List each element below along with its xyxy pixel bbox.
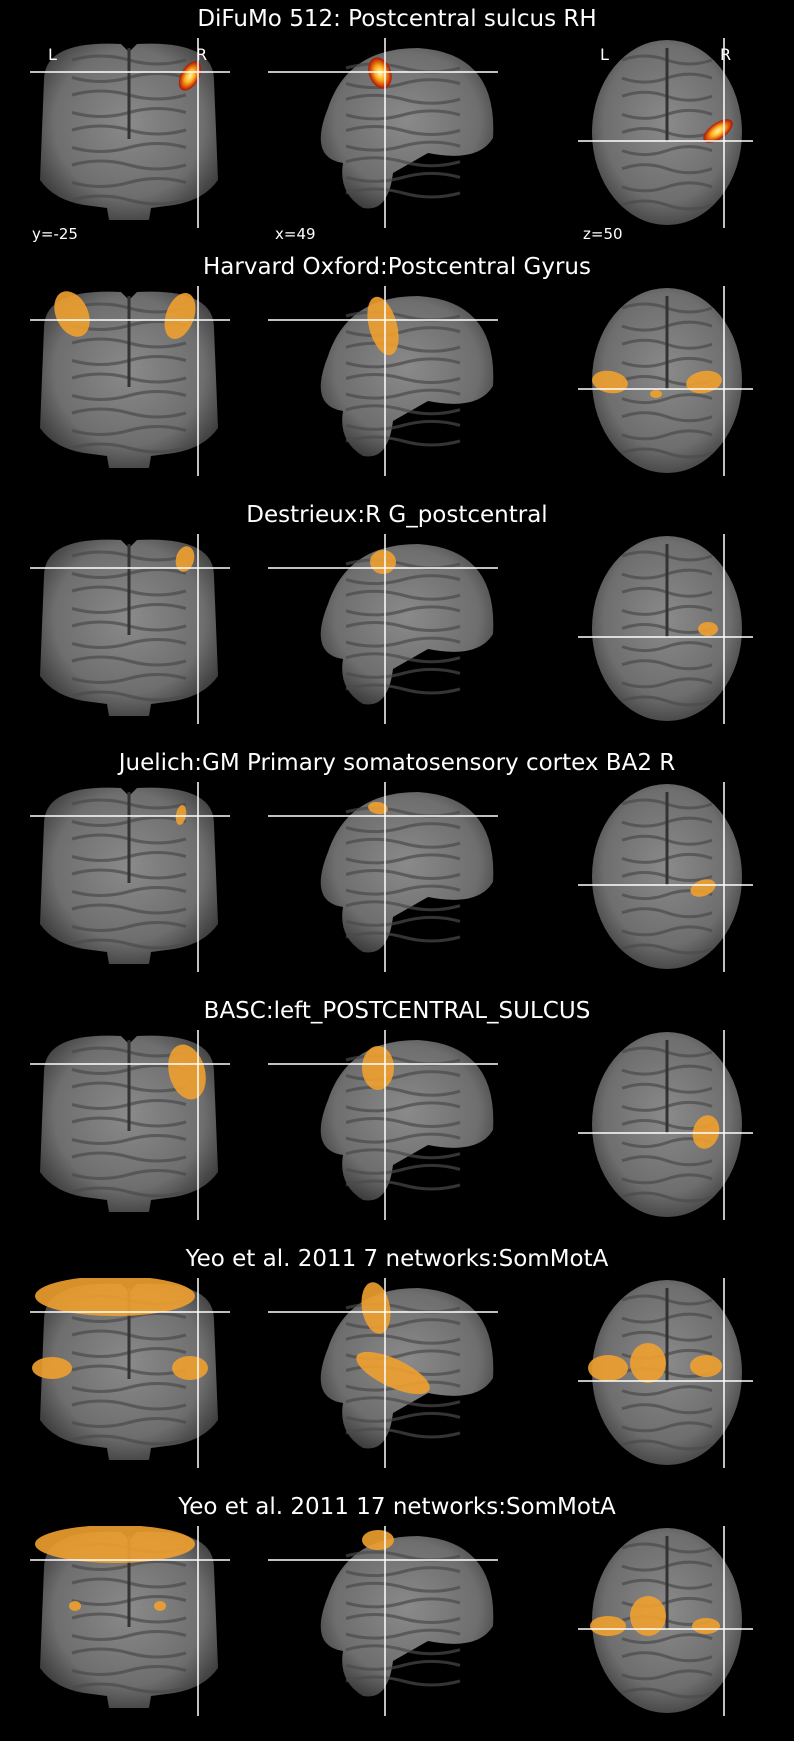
coronal-view [30,1278,230,1468]
axial-view [578,38,753,228]
atlas-row: Juelich:GM Primary somatosensory cortex … [0,744,794,992]
axial-coordinate: z=50 [583,225,623,243]
atlas-row: Destrieux:R G_postcentral [0,496,794,744]
atlas-region-overlay [164,292,196,340]
axial-view [578,1030,753,1220]
sagittal-view [268,1030,498,1220]
atlas-region-overlay [356,1351,430,1395]
atlas-region-overlay [54,291,90,337]
sagittal-view [268,1526,498,1716]
orientation-right-label: R [196,45,208,64]
row-title: BASC:left_POSTCENTRAL_SULCUS [203,998,591,1024]
coronal-view [30,1526,230,1716]
atlas-region-overlay [154,1601,166,1611]
coronal-coordinate: y=-25 [32,225,78,243]
atlas-row: DiFuMo 512: Postcentral sulcus RH y=-25 x=… [0,0,794,248]
sagittal-view [268,38,498,228]
atlas-region-overlay [69,1601,81,1611]
atlas-region-overlay [690,1355,722,1377]
coronal-view [30,38,230,228]
sagittal-view [268,1278,498,1468]
axial-view [578,534,753,724]
activation-blob [703,119,733,143]
orientation-right-label: R [720,45,732,64]
axial-view [578,782,753,972]
sagittal-view [268,534,498,724]
atlas-row: Yeo et al. 2011 17 networks:SomMotA [0,1488,794,1736]
atlas-row: BASC:left_POSTCENTRAL_SULCUS [0,992,794,1240]
row-title: Harvard Oxford:Postcentral Gyrus [202,254,591,280]
atlas-region-overlay [361,1282,391,1334]
atlas-region-overlay [690,879,716,897]
atlas-region-overlay [35,1278,195,1316]
orientation-left-label: L [600,45,609,64]
atlas-region-overlay [698,622,718,636]
atlas-region-overlay [592,370,628,394]
atlas-row: Yeo et al. 2011 7 networks:SomMotA [0,1240,794,1488]
activation-blob [368,57,392,89]
atlas-region-overlay [370,550,396,574]
atlas-region-overlay [650,390,662,398]
atlas-region-overlay [692,1115,720,1149]
row-title: Yeo et al. 2011 17 networks:SomMotA [178,1494,616,1520]
atlas-region-overlay [362,1046,394,1090]
coronal-view [30,1030,230,1220]
row-title: Yeo et al. 2011 7 networks:SomMotA [185,1246,609,1272]
atlas-region-overlay [686,370,722,394]
atlas-region-overlay [168,1044,206,1100]
atlas-region-overlay [630,1596,666,1636]
atlas-region-overlay [175,805,187,825]
atlas-region-overlay [630,1343,666,1383]
atlas-region-overlay [172,1356,208,1380]
atlas-region-overlay [175,546,195,572]
sagittal-coordinate: x=49 [275,225,316,243]
coronal-view [30,534,230,724]
atlas-row: Harvard Oxford:Postcentral Gyrus [0,248,794,496]
atlas-region-overlay [368,801,388,815]
atlas-region-overlay [590,1616,626,1636]
atlas-region-overlay [35,1526,195,1563]
coronal-view [30,782,230,972]
axial-view [578,1278,753,1468]
atlas-region-overlay [588,1355,628,1381]
orientation-left-label: L [48,45,57,64]
axial-view [578,1526,753,1716]
activation-blob [178,61,202,91]
row-title: Juelich:GM Primary somatosensory cortex … [118,750,676,776]
row-title: DiFuMo 512: Postcentral sulcus RH [197,6,597,32]
atlas-region-overlay [32,1357,72,1379]
coronal-view [30,286,230,476]
sagittal-view [268,782,498,972]
atlas-region-overlay [692,1618,720,1634]
atlas-region-overlay [367,296,399,356]
axial-view [578,286,753,476]
atlas-region-overlay [362,1530,394,1550]
row-title: Destrieux:R G_postcentral [246,502,548,528]
sagittal-view [268,286,498,476]
